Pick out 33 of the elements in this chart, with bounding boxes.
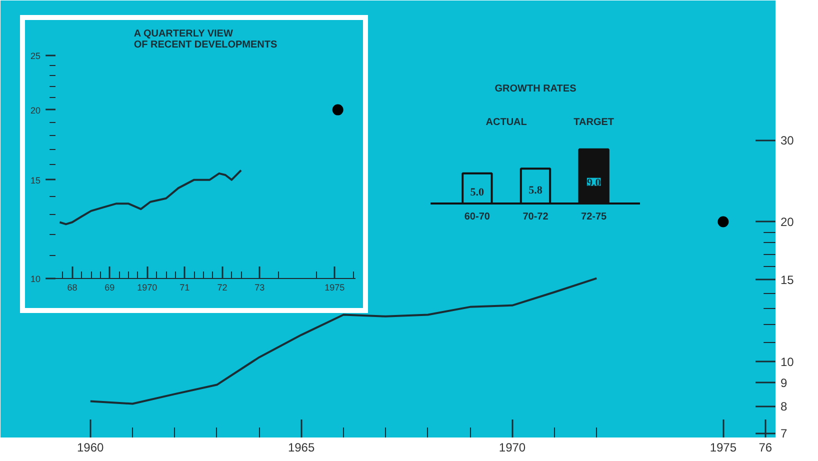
x-tick-label: 1970 bbox=[498, 440, 526, 454]
x-tick-label: 73 bbox=[254, 282, 265, 292]
annotation: ACTUAL bbox=[486, 116, 527, 128]
y-tick-label: 8 bbox=[780, 400, 788, 414]
x-tick-label: 70-72 bbox=[522, 212, 549, 222]
data-label: 5.0 bbox=[470, 186, 485, 198]
y-tick-label: 9 bbox=[780, 376, 788, 390]
x-tick-label: 76 bbox=[758, 440, 772, 454]
x-tick-label: 72 bbox=[217, 282, 228, 292]
x-tick-label: 71 bbox=[180, 282, 190, 292]
x-tick-label: 72-75 bbox=[581, 212, 608, 222]
x-tick-label: 1975 bbox=[324, 282, 345, 292]
x-tick-label: 1970 bbox=[137, 282, 158, 292]
y-tick-label: 10 bbox=[780, 354, 794, 369]
x-tick-label: 68 bbox=[67, 282, 78, 292]
chart-title: A QUARTERLY VIEW OF RECENT DEVELOPMENTS bbox=[134, 28, 278, 50]
x-tick-label: 1965 bbox=[288, 440, 315, 454]
y-tick-label: 30 bbox=[780, 134, 794, 148]
y-tick-label: 20 bbox=[30, 105, 41, 116]
x-tick-label: 60-70 bbox=[464, 212, 490, 222]
y-tick-label: 7 bbox=[780, 426, 788, 441]
y-tick-label: 10 bbox=[30, 274, 41, 284]
y-tick-label: 15 bbox=[780, 273, 794, 288]
data-label: 5.8 bbox=[528, 184, 543, 197]
y-tick-label: 20 bbox=[780, 215, 794, 230]
chart-title: GROWTH RATES bbox=[494, 84, 577, 94]
x-tick-label: 69 bbox=[104, 282, 115, 292]
annotation: TARGET bbox=[574, 116, 614, 128]
y-tick-label: 25 bbox=[30, 51, 41, 61]
x-tick-label: 1960 bbox=[77, 440, 104, 454]
x-tick-label: 1975 bbox=[710, 440, 737, 454]
data-label: 9.0 bbox=[586, 176, 602, 189]
y-tick-label: 15 bbox=[30, 175, 41, 186]
